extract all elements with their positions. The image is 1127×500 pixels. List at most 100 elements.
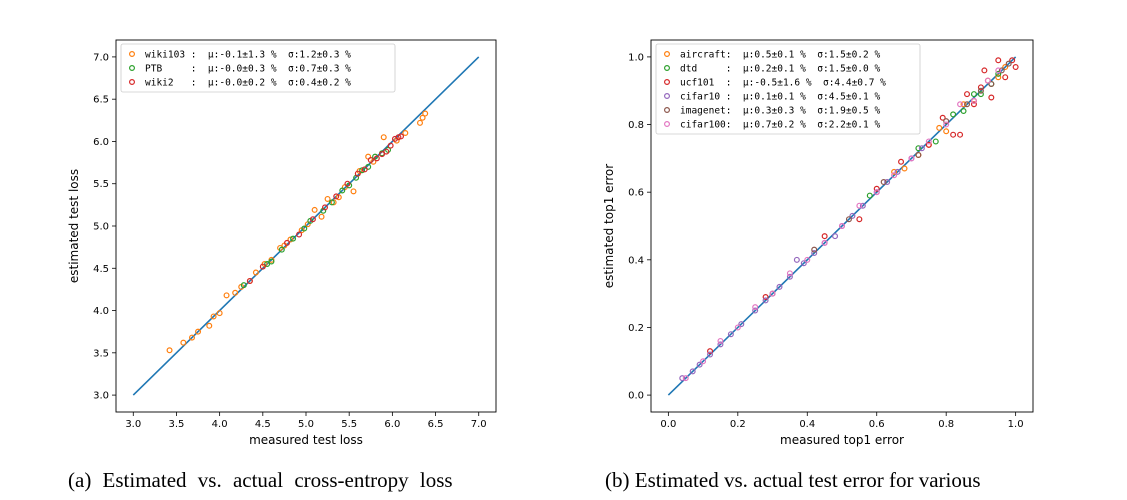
data-point-orange (318, 213, 325, 220)
data-point-orange (422, 110, 429, 117)
caption-b: (b) Estimated vs. actual test error for … (605, 468, 981, 492)
data-point-green (328, 199, 335, 206)
legend-marker-brown (663, 106, 670, 113)
data-point-orange (960, 101, 967, 108)
x-tick-label: 3.0 (125, 419, 141, 430)
data-point-red (344, 180, 351, 187)
data-point-purple (793, 256, 800, 263)
data-point-red (361, 166, 368, 173)
data-point-red (964, 91, 971, 98)
data-point-red (383, 148, 390, 155)
data-point-purple (859, 202, 866, 209)
data-point-red (762, 294, 769, 301)
data-point-orange (1002, 64, 1009, 71)
data-point-purple (894, 168, 901, 175)
y-tick-label: 4.5 (93, 264, 109, 275)
legend-marker-green (663, 64, 670, 71)
data-point-red (398, 133, 405, 140)
data-point-purple (696, 361, 703, 368)
data-point-green (977, 91, 984, 98)
data-point-orange (311, 206, 318, 213)
legend-entry: imagenet: μ:0.3±0.3 % σ:1.9±0.5 % (680, 106, 880, 117)
data-point-brown (943, 118, 950, 125)
data-point-red (988, 94, 995, 101)
data-point-green (950, 111, 957, 118)
x-tick-label: 6.5 (428, 419, 444, 430)
data-point-purple (727, 331, 734, 338)
data-point-brown (988, 80, 995, 87)
data-point-red (367, 157, 374, 164)
legend-entry: aircraft: μ:0.5±0.1 % σ:1.5±0.2 % (680, 50, 880, 61)
data-point-orange (287, 236, 294, 243)
data-point-red (309, 216, 316, 223)
x-tick-label: 0.4 (799, 419, 815, 430)
data-point-green (970, 91, 977, 98)
data-point-red (1002, 74, 1009, 81)
data-point-pink (891, 172, 898, 179)
data-point-red (856, 216, 863, 223)
data-point-orange (195, 328, 202, 335)
data-point-orange (166, 347, 173, 354)
x-tick-label: 0.8 (938, 419, 954, 430)
data-point-purple (752, 307, 759, 314)
data-point-orange (206, 322, 213, 329)
data-point-orange (223, 292, 230, 299)
data-point-brown (880, 179, 887, 186)
data-point-red (707, 348, 714, 355)
y-tick-label: 0.0 (628, 391, 644, 402)
legend-box (120, 43, 396, 93)
data-point-green (359, 167, 366, 174)
data-point-orange (350, 188, 357, 195)
data-point-orange (216, 310, 223, 317)
data-point-green (278, 246, 285, 253)
data-point-pink (943, 121, 950, 128)
data-point-red (821, 233, 828, 240)
data-point-red (333, 193, 340, 200)
data-point-pink (786, 270, 793, 277)
data-point-purple (800, 260, 807, 267)
data-point-pink (908, 155, 915, 162)
legend-marker-orange (129, 50, 136, 57)
data-point-purple (762, 297, 769, 304)
x-tick-label: 0.0 (660, 419, 676, 430)
y-tick-label: 5.5 (93, 179, 109, 190)
data-point-brown (915, 151, 922, 158)
data-point-purple (689, 368, 696, 375)
data-point-purple (776, 283, 783, 290)
data-point-red (259, 263, 266, 270)
data-point-red (296, 231, 303, 238)
data-point-pink (734, 324, 741, 331)
data-point-brown (845, 216, 852, 223)
data-point-orange (232, 289, 239, 296)
data-point-green (240, 282, 247, 289)
data-point-red (246, 277, 253, 284)
data-point-orange (936, 124, 943, 131)
legend-marker-orange (663, 50, 670, 57)
data-point-pink (682, 375, 689, 382)
y-tick-label: 0.6 (628, 188, 644, 199)
x-axis-label: measured top1 error (780, 433, 904, 447)
y-tick-label: 5.0 (93, 222, 109, 233)
data-point-orange (180, 339, 187, 346)
data-point-orange (189, 334, 196, 341)
data-point-pink (752, 304, 759, 311)
y-tick-label: 1.0 (628, 52, 644, 63)
data-point-orange (335, 194, 342, 201)
data-point-red (950, 131, 957, 138)
data-point-green (960, 108, 967, 115)
y-axis-label: estimated test loss (67, 169, 81, 283)
data-point-brown (964, 101, 971, 108)
x-tick-label: 4.5 (255, 419, 271, 430)
legend-entry: wiki103 : μ:-0.1±1.3 % σ:1.2±0.3 % (145, 50, 351, 61)
loss-scatter-plot: 3.0 3.5 4.0 4.5 5.0 5.5 6.0 6.5 7.0 3.0 3.5 4.0 4.5 5… (67, 39, 497, 447)
data-point-red (898, 158, 905, 165)
data-point-purple (884, 179, 891, 186)
x-tick-label: 1.0 (1008, 419, 1024, 430)
y-tick-label: 4.0 (93, 306, 109, 317)
data-point-orange (210, 313, 217, 320)
data-point-pink (995, 67, 1002, 74)
data-point-purple (918, 145, 925, 152)
data-point-red (1012, 64, 1019, 71)
data-point-green (915, 145, 922, 152)
